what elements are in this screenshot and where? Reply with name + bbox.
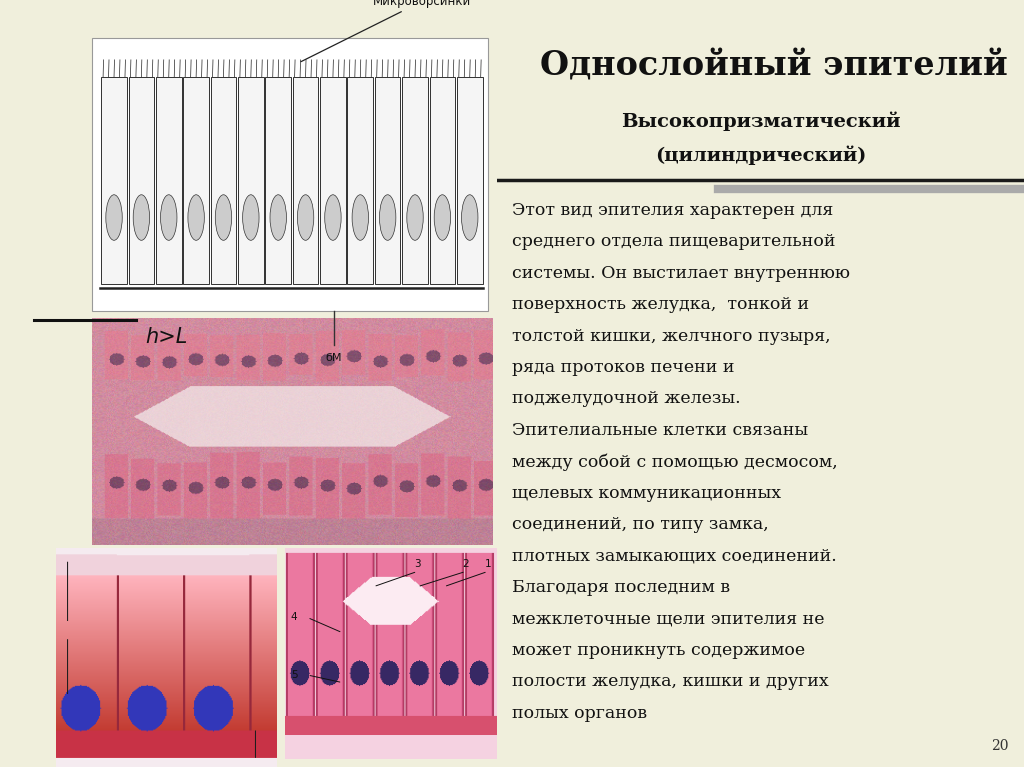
Text: соединений, по типу замка,: соединений, по типу замка, — [512, 516, 769, 533]
Text: 1: 1 — [484, 558, 492, 569]
Bar — [457, 77, 482, 284]
Text: Высокопризматический: Высокопризматический — [621, 111, 900, 130]
Text: толстой кишки, желчного пузыря,: толстой кишки, желчного пузыря, — [512, 328, 831, 344]
Text: поверхность желудка,  тонкой и: поверхность желудка, тонкой и — [512, 296, 810, 313]
Text: может проникнуть содержимое: может проникнуть содержимое — [512, 642, 806, 659]
Text: h>L: h>L — [145, 328, 187, 347]
Bar — [238, 77, 263, 284]
Text: 4: 4 — [291, 612, 297, 623]
Text: 20: 20 — [990, 739, 1009, 753]
Text: полости желудка, кишки и других: полости желудка, кишки и других — [512, 673, 829, 690]
Ellipse shape — [352, 195, 369, 240]
Text: системы. Он выстилает внутреннюю: системы. Он выстилает внутреннюю — [512, 265, 851, 281]
Ellipse shape — [462, 195, 478, 240]
Ellipse shape — [105, 195, 122, 240]
Text: (цилиндрический): (цилиндрический) — [654, 146, 866, 165]
Text: бМ: бМ — [326, 353, 342, 363]
Text: 3: 3 — [414, 558, 421, 569]
Ellipse shape — [270, 195, 287, 240]
Bar — [183, 77, 209, 284]
Text: 2: 2 — [463, 558, 469, 569]
Text: среднего отдела пищеварительной: среднего отдела пищеварительной — [512, 233, 836, 250]
Text: щелевых коммуникационных: щелевых коммуникационных — [512, 485, 781, 502]
Ellipse shape — [297, 195, 313, 240]
Text: межклеточные щели эпителия не: межклеточные щели эпителия не — [512, 611, 825, 627]
Ellipse shape — [243, 195, 259, 240]
Bar — [156, 77, 181, 284]
Text: ряда протоков печени и: ряда протоков печени и — [512, 359, 735, 376]
Bar — [347, 77, 373, 284]
Ellipse shape — [133, 195, 150, 240]
Text: Этот вид эпителия характерен для: Этот вид эпителия характерен для — [512, 202, 834, 219]
Bar — [101, 77, 127, 284]
Text: между собой с помощью десмосом,: между собой с помощью десмосом, — [512, 453, 839, 471]
Bar — [91, 38, 487, 311]
Text: Эпителиальные клетки связаны: Эпителиальные клетки связаны — [512, 422, 809, 439]
Text: поджелудочной железы.: поджелудочной железы. — [512, 390, 741, 407]
Bar — [211, 77, 237, 284]
Ellipse shape — [188, 195, 205, 240]
Bar — [293, 77, 318, 284]
Ellipse shape — [434, 195, 451, 240]
Text: Благодаря последним в: Благодаря последним в — [512, 579, 730, 596]
Ellipse shape — [407, 195, 423, 240]
Ellipse shape — [380, 195, 396, 240]
Bar — [375, 77, 400, 284]
Text: Микроворсинки: Микроворсинки — [301, 0, 472, 61]
Text: полых органов: полых органов — [512, 705, 647, 722]
Bar — [129, 77, 155, 284]
Ellipse shape — [215, 195, 231, 240]
Text: плотных замыкающих соединений.: плотных замыкающих соединений. — [512, 548, 838, 565]
Bar — [430, 77, 456, 284]
Bar — [402, 77, 428, 284]
Text: 5: 5 — [291, 670, 297, 680]
Ellipse shape — [325, 195, 341, 240]
Bar — [265, 77, 291, 284]
Ellipse shape — [161, 195, 177, 240]
Bar — [321, 77, 346, 284]
Text: Однослойный эпителий: Однослойный эпителий — [541, 50, 1009, 83]
